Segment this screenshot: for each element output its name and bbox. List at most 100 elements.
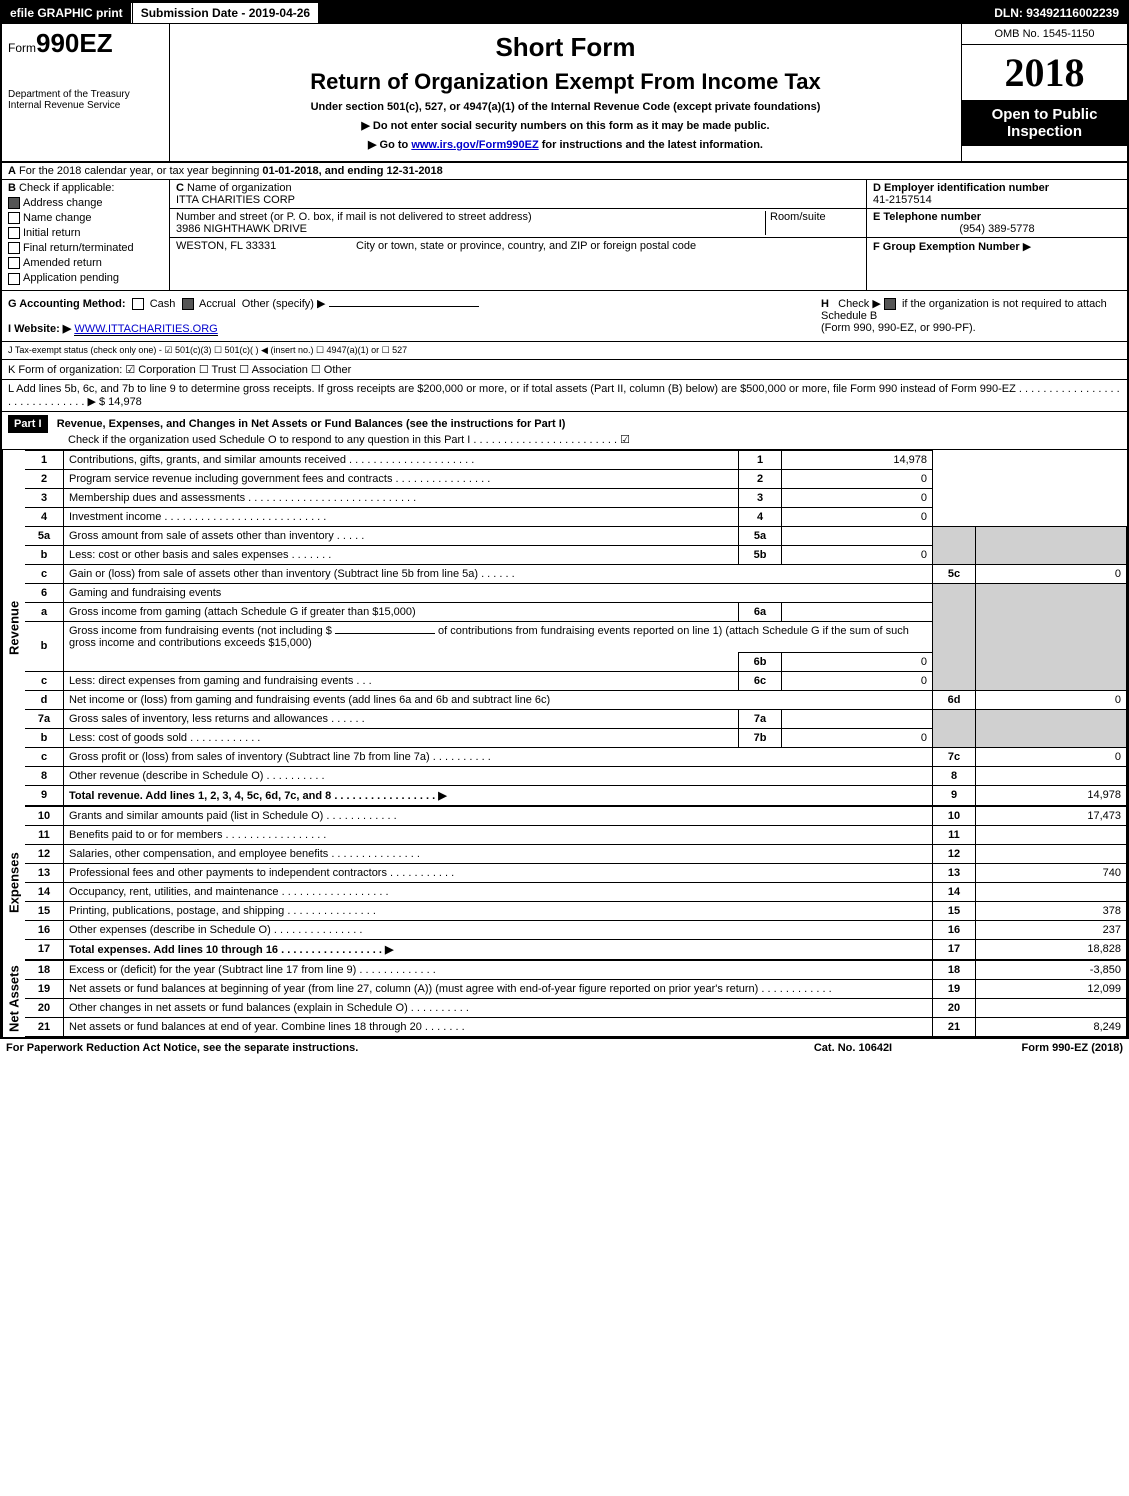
instr2-pre: ▶ Go to <box>368 139 411 151</box>
l7b-sub: 7b <box>739 728 782 747</box>
l15-val: 378 <box>976 901 1127 920</box>
other-specify-input[interactable] <box>329 306 479 307</box>
l15-num: 15 <box>25 901 64 920</box>
check-label-5: Application pending <box>23 272 119 284</box>
line-17: 17Total expenses. Add lines 10 through 1… <box>25 939 1127 959</box>
dept-line2: Internal Revenue Service <box>8 100 163 111</box>
l17-text: Total expenses. Add lines 10 through 16 … <box>69 944 393 956</box>
line-4: 4Investment income . . . . . . . . . . .… <box>25 507 1127 526</box>
revenue-table: 1Contributions, gifts, grants, and simil… <box>25 450 1127 806</box>
l6b-blank[interactable] <box>335 633 435 634</box>
l14-val <box>976 882 1127 901</box>
l6c-subval: 0 <box>782 671 933 690</box>
check-label-1: Name change <box>23 212 92 224</box>
l11-num: 11 <box>25 825 64 844</box>
l20-text: Other changes in net assets or fund bala… <box>64 998 933 1017</box>
check-icon <box>8 273 20 285</box>
l1-text: Contributions, gifts, grants, and simila… <box>64 450 739 469</box>
line-12: 12Salaries, other compensation, and empl… <box>25 844 1127 863</box>
col-b-heading: Check if applicable: <box>19 182 114 194</box>
city-value: WESTON, FL 33331 <box>176 240 356 252</box>
line-20: 20Other changes in net assets or fund ba… <box>25 998 1127 1017</box>
l6c-text: Less: direct expenses from gaming and fu… <box>64 671 739 690</box>
l16-num: 16 <box>25 920 64 939</box>
l7a-text: Gross sales of inventory, less returns a… <box>64 709 739 728</box>
line-13: 13Professional fees and other payments t… <box>25 863 1127 882</box>
d-label: D Employer identification number <box>873 182 1049 194</box>
h-check: H Check ▶ if the organization is not req… <box>821 297 1121 335</box>
l9-text: Total revenue. Add lines 1, 2, 3, 4, 5c,… <box>69 790 447 802</box>
checkbox-accrual[interactable] <box>182 298 194 310</box>
efile-print-button[interactable]: efile GRAPHIC print <box>2 3 132 23</box>
l19-val: 12,099 <box>976 979 1127 998</box>
l19-box: 19 <box>933 979 976 998</box>
room-label: Room/suite <box>770 211 826 223</box>
f-label: F Group Exemption Number <box>873 241 1020 253</box>
l6a-sub: 6a <box>739 602 782 621</box>
k-row: K Form of organization: ☑ Corporation ☐ … <box>2 360 1127 380</box>
checkbox-amended-return[interactable]: Amended return <box>8 257 163 269</box>
form-prefix: Form <box>8 41 36 55</box>
phone-value: (954) 389-5778 <box>873 223 1121 235</box>
l19-num: 19 <box>25 979 64 998</box>
check-label-2: Initial return <box>23 227 80 239</box>
g-label: G Accounting Method: <box>8 298 126 310</box>
submission-date: Submission Date - 2019-04-26 <box>132 2 319 24</box>
l2-val: 0 <box>782 469 933 488</box>
line-5c: cGain or (loss) from sale of assets othe… <box>25 564 1127 583</box>
addr-label: Number and street (or P. O. box, if mail… <box>176 211 532 223</box>
l6b-sub: 6b <box>739 652 782 671</box>
l14-box: 14 <box>933 882 976 901</box>
irs-link[interactable]: www.irs.gov/Form990EZ <box>411 139 538 151</box>
line-6d: dNet income or (loss) from gaming and fu… <box>25 690 1127 709</box>
l19-text: Net assets or fund balances at beginning… <box>64 979 933 998</box>
l7b-num: b <box>25 728 64 747</box>
l1-box: 1 <box>739 450 782 469</box>
h-text3: (Form 990, 990-EZ, or 990-PF). <box>821 322 976 334</box>
line-9: 9Total revenue. Add lines 1, 2, 3, 4, 5c… <box>25 785 1127 805</box>
checkbox-final-return[interactable]: Final return/terminated <box>8 242 163 254</box>
ein-value: 41-2157514 <box>873 194 932 206</box>
checkbox-initial-return[interactable]: Initial return <box>8 227 163 239</box>
l8-box: 8 <box>933 766 976 785</box>
f-arrow: ▶ <box>1023 241 1031 253</box>
l-value: $ 14,978 <box>99 396 142 408</box>
line-5a: 5aGross amount from sale of assets other… <box>25 526 1127 545</box>
line-21: 21Net assets or fund balances at end of … <box>25 1017 1127 1036</box>
l12-num: 12 <box>25 844 64 863</box>
department-label: Department of the Treasury Internal Reve… <box>8 89 163 111</box>
l8-text: Other revenue (describe in Schedule O) .… <box>64 766 933 785</box>
checkbox-schedule-b[interactable] <box>884 298 896 310</box>
l16-text: Other expenses (describe in Schedule O) … <box>64 920 933 939</box>
instr-line2: ▶ Go to www.irs.gov/Form990EZ for instru… <box>180 138 951 151</box>
city-row: WESTON, FL 33331 City or town, state or … <box>170 238 866 254</box>
checkbox-application-pending[interactable]: Application pending <box>8 272 163 284</box>
form-label-box: Form990EZ Department of the Treasury Int… <box>2 24 170 161</box>
l20-box: 20 <box>933 998 976 1017</box>
l10-box: 10 <box>933 806 976 825</box>
row-a-label: A <box>8 165 16 177</box>
checkbox-address-change[interactable]: Address change <box>8 197 163 209</box>
checkbox-cash[interactable] <box>132 298 144 310</box>
check-icon <box>8 197 20 209</box>
l1-val: 14,978 <box>782 450 933 469</box>
l8-num: 8 <box>25 766 64 785</box>
l5-grey <box>933 526 976 564</box>
l5b-subval: 0 <box>782 545 933 564</box>
website-link[interactable]: WWW.ITTACHARITIES.ORG <box>74 323 217 336</box>
l4-num: 4 <box>25 507 64 526</box>
col-b-label: B <box>8 182 16 194</box>
footer-mid: Cat. No. 10642I <box>763 1042 943 1054</box>
return-title: Return of Organization Exempt From Incom… <box>180 69 951 95</box>
c-label: C <box>176 182 184 194</box>
accrual-label: Accrual <box>199 298 236 310</box>
other-label: Other (specify) ▶ <box>242 298 326 310</box>
l13-box: 13 <box>933 863 976 882</box>
l5a-text: Gross amount from sale of assets other t… <box>64 526 739 545</box>
checkbox-name-change[interactable]: Name change <box>8 212 163 224</box>
e-label: E Telephone number <box>873 211 981 223</box>
l5a-num: 5a <box>25 526 64 545</box>
l6b-pre: Gross income from fundraising events (no… <box>69 625 335 637</box>
l13-val: 740 <box>976 863 1127 882</box>
l7-grey2 <box>976 709 1127 747</box>
